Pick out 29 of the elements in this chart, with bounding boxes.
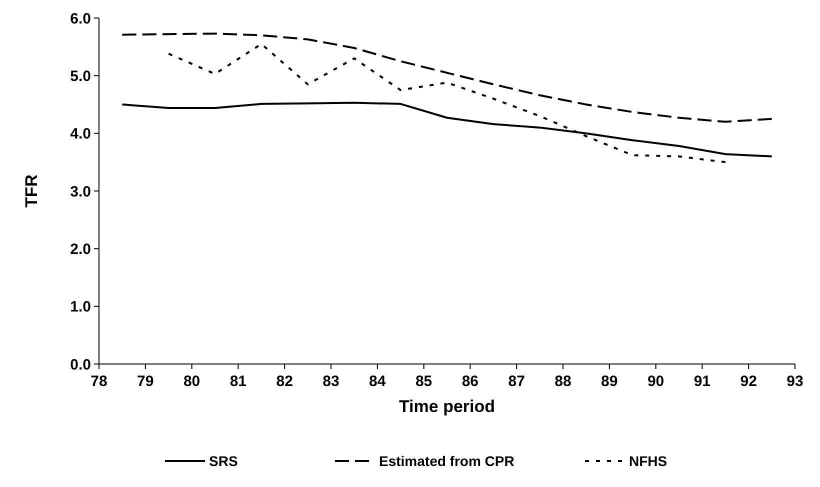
legend-label: Estimated from CPR [379, 452, 514, 469]
y-tick-label: 4.0 [70, 126, 91, 143]
y-axis-title: TFR [22, 174, 41, 208]
x-tick-label: 81 [230, 373, 247, 390]
x-tick-label: 92 [740, 373, 757, 390]
x-tick-label: 88 [554, 373, 572, 390]
x-tick-label: 85 [415, 373, 432, 390]
x-tick-label: 86 [462, 373, 479, 390]
x-tick-label: 78 [90, 373, 108, 390]
x-tick-label: 87 [508, 373, 525, 390]
legend-label: SRS [209, 452, 238, 469]
y-tick-label: 6.0 [70, 10, 91, 28]
line-series [121, 32, 773, 123]
x-tick-label: 84 [369, 373, 386, 390]
y-tick-label: 0.0 [70, 356, 91, 374]
x-tick-label: 80 [183, 373, 200, 390]
x-tick-label: 89 [601, 373, 618, 390]
y-tick-label: 2.0 [70, 240, 91, 258]
x-tick-label: 79 [137, 373, 154, 390]
legend-label: NFHS [629, 452, 668, 469]
x-tick-label: 83 [322, 373, 340, 390]
x-tick-label: 90 [647, 373, 664, 390]
y-tick-label: 5.0 [70, 68, 91, 85]
x-tick-label: 91 [694, 373, 711, 390]
x-axis-title: Time period [398, 397, 496, 416]
y-tick-label: 3.0 [70, 183, 91, 200]
y-tick-label: 1.0 [70, 298, 91, 316]
x-tick-label: 93 [786, 373, 804, 390]
x-tick-label: 82 [276, 373, 293, 390]
